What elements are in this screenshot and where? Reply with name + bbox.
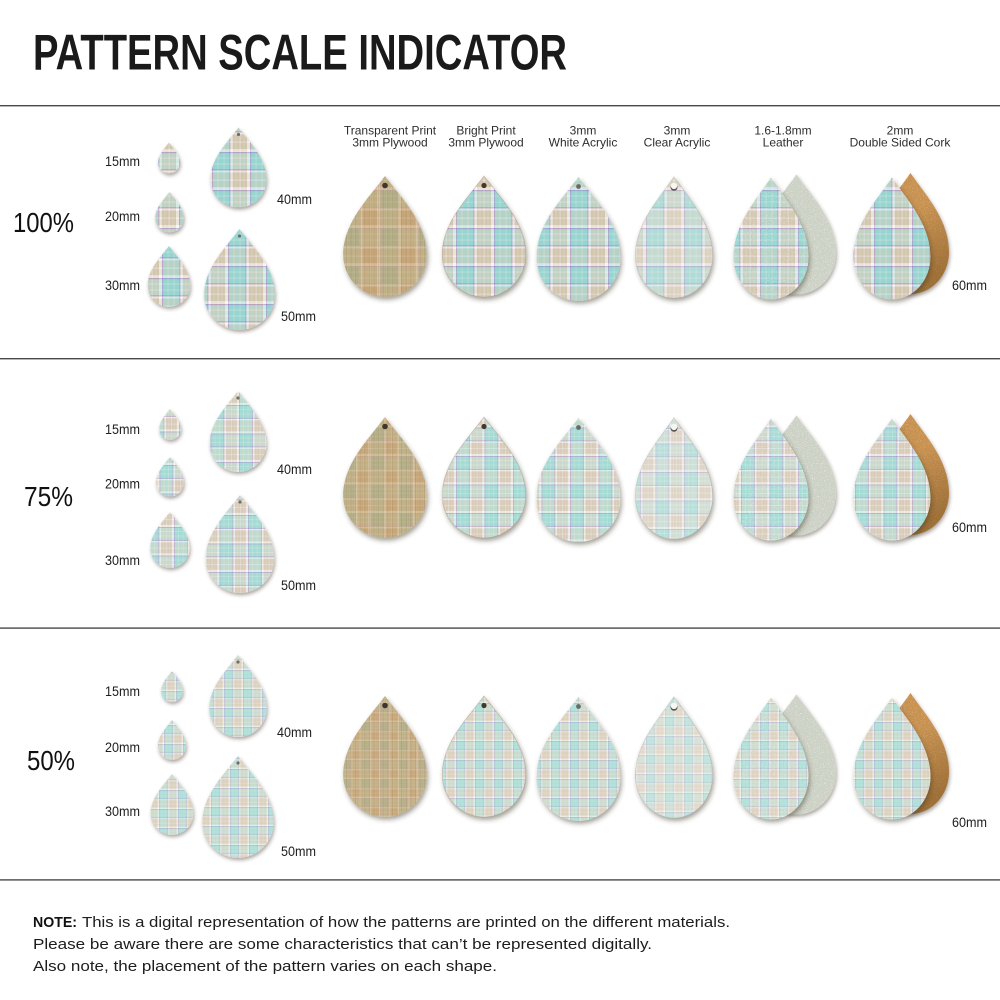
svg-text:3mm: 3mm [664, 124, 691, 138]
svg-text:Clear Acrylic: Clear Acrylic [644, 136, 711, 150]
svg-text:15mm: 15mm [105, 683, 140, 699]
svg-text:20mm: 20mm [105, 476, 140, 492]
svg-text:Double Sided Cork: Double Sided Cork [850, 136, 952, 150]
svg-text:100%: 100% [13, 207, 74, 238]
svg-text:40mm: 40mm [277, 191, 312, 207]
svg-text:Bright Print: Bright Print [456, 124, 516, 138]
svg-text:Transparent Print: Transparent Print [344, 124, 437, 138]
svg-text:50mm: 50mm [281, 843, 316, 859]
svg-text:50mm: 50mm [281, 577, 316, 593]
svg-text:PATTERN SCALE INDICATOR: PATTERN SCALE INDICATOR [33, 25, 567, 81]
svg-text:Please be aware there are some: Please be aware there are some character… [33, 936, 652, 953]
svg-text:3mm: 3mm [570, 124, 597, 138]
svg-text:2mm: 2mm [887, 124, 914, 138]
svg-text:3mm Plywood: 3mm Plywood [352, 136, 427, 150]
svg-text:50%: 50% [27, 745, 75, 776]
svg-text:This is a digital representati: This is a digital representation of how … [82, 914, 730, 931]
svg-text:NOTE:: NOTE: [33, 914, 77, 931]
svg-text:40mm: 40mm [277, 724, 312, 740]
svg-text:30mm: 30mm [105, 803, 140, 819]
svg-text:20mm: 20mm [105, 739, 140, 755]
svg-text:15mm: 15mm [105, 421, 140, 437]
svg-text:50mm: 50mm [281, 308, 316, 324]
svg-text:3mm Plywood: 3mm Plywood [448, 136, 523, 150]
svg-text:20mm: 20mm [105, 208, 140, 224]
svg-text:30mm: 30mm [105, 277, 140, 293]
svg-text:30mm: 30mm [105, 552, 140, 568]
svg-text:Also note, the placement of th: Also note, the placement of the pattern … [33, 958, 497, 975]
svg-text:75%: 75% [24, 481, 73, 512]
svg-text:15mm: 15mm [105, 153, 140, 169]
svg-text:1.6-1.8mm: 1.6-1.8mm [754, 124, 811, 138]
svg-text:40mm: 40mm [277, 461, 312, 477]
svg-text:60mm: 60mm [952, 519, 987, 535]
svg-text:60mm: 60mm [952, 814, 987, 830]
svg-text:Leather: Leather [763, 136, 804, 150]
svg-text:60mm: 60mm [952, 277, 987, 293]
svg-text:White Acrylic: White Acrylic [549, 136, 618, 150]
